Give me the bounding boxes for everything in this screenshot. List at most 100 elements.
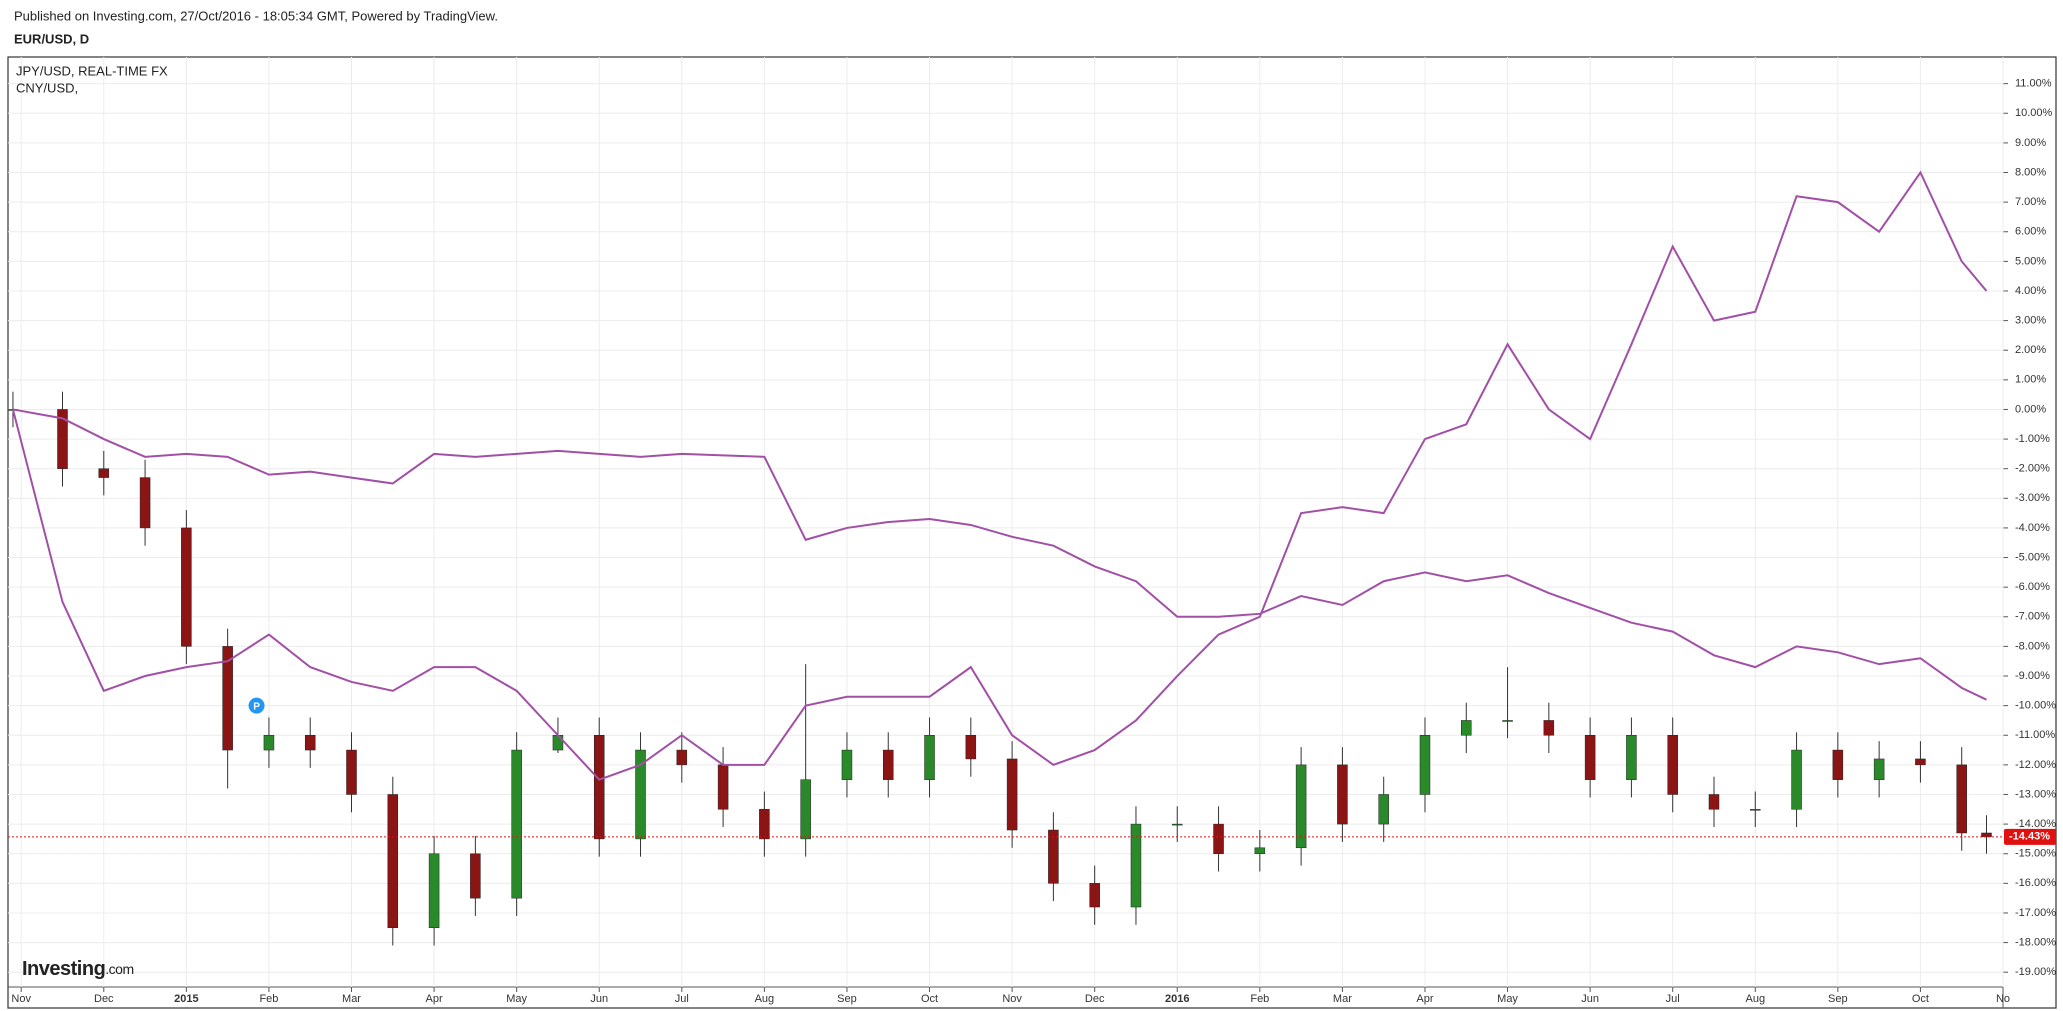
y-tick-label: -12.00% — [2015, 759, 2056, 771]
candle-body — [1254, 847, 1266, 854]
candle-body — [1626, 734, 1637, 780]
y-tick-label: 0.00% — [2015, 403, 2046, 415]
candle-body — [98, 468, 110, 478]
x-tick-label: Jun — [590, 993, 608, 1005]
candle-body — [1981, 832, 1992, 838]
y-tick-label: -9.00% — [2015, 670, 2050, 682]
line-series — [11, 170, 1988, 781]
candle-body — [1006, 758, 1018, 831]
candle-body — [57, 409, 68, 469]
candle-body — [1295, 764, 1307, 849]
y-tick-label: -15.00% — [2015, 848, 2056, 860]
candle-body — [1048, 829, 1059, 884]
x-tick-label: May — [1497, 993, 1518, 1005]
candle-body — [1130, 823, 1142, 908]
plot: 11.00% 10.00% 9.00% 8.00% 7.00% 6.00% 5.00% 4.0… — [7, 57, 2056, 1005]
y-tick-label: 4.00% — [2015, 285, 2046, 297]
x-tick-label: Sep — [837, 993, 857, 1005]
y-tick-label: -3.00% — [2015, 492, 2050, 504]
chart-frame — [7, 56, 2057, 1009]
candle-body — [717, 764, 729, 810]
candle-body — [1337, 764, 1348, 825]
y-tick-label: 3.00% — [2015, 315, 2046, 327]
candle-body — [676, 749, 688, 766]
x-tick-label: Apr — [1416, 993, 1433, 1005]
annotation-marker — [248, 697, 265, 714]
y-tick-label: -17.00% — [2015, 907, 2056, 919]
x-tick-label: Dec — [94, 993, 114, 1005]
candle-body — [552, 734, 564, 751]
candle-body — [1089, 883, 1100, 908]
y-tick-label: -2.00% — [2015, 463, 2050, 475]
y-tick-label: -16.00% — [2015, 877, 2056, 889]
candle-body — [759, 809, 770, 840]
candle-body — [882, 749, 894, 780]
annotation-label: P — [253, 701, 260, 712]
candle-body — [1584, 734, 1596, 780]
x-tick-label: Nov — [1002, 993, 1022, 1005]
y-tick-label: 9.00% — [2015, 137, 2046, 149]
x-tick-label: Oct — [921, 993, 938, 1005]
last-value-label: -14.43% — [2009, 831, 2050, 843]
candle-body — [181, 527, 192, 647]
x-tick-label: Sep — [1828, 993, 1848, 1005]
candle-body — [1502, 720, 1513, 722]
candle-body — [1461, 720, 1472, 736]
y-tick-label: -8.00% — [2015, 640, 2050, 652]
candle-body — [924, 734, 935, 780]
x-tick-label: 2015 — [174, 993, 198, 1005]
y-tick-label: 11.00% — [2015, 78, 2052, 90]
candle-body — [511, 749, 522, 899]
y-tick-label: -13.00% — [2015, 788, 2056, 800]
logo-brand: Investing — [22, 958, 105, 980]
candle-body — [800, 779, 811, 840]
x-tick-label: 2016 — [1165, 993, 1189, 1005]
x-tick-label: Nov — [11, 993, 31, 1005]
y-tick-label: -1.00% — [2015, 433, 2050, 445]
y-tick-label: 8.00% — [2015, 166, 2046, 178]
legend-entry: JPY/USD, REAL-TIME FX — [16, 63, 168, 78]
y-tick-label: 2.00% — [2015, 344, 2046, 356]
published-note: Published on Investing.com, 27/Oct/2016 … — [14, 8, 498, 23]
candle-body — [593, 734, 605, 840]
legend-entry: CNY/USD, — [16, 80, 78, 95]
candle-body — [139, 477, 151, 529]
x-tick-label: Apr — [426, 993, 443, 1005]
candle-body — [1750, 809, 1761, 811]
candle-body — [1543, 720, 1555, 736]
y-tick-label: -14.00% — [2015, 818, 2056, 830]
last-value-box — [2004, 828, 2056, 845]
y-tick-label: -19.00% — [2015, 966, 2056, 978]
x-tick-label: No — [1996, 993, 2010, 1005]
y-tick-label: 6.00% — [2015, 226, 2046, 238]
candle-body — [346, 749, 357, 795]
logo-suffix: .com — [105, 961, 133, 977]
y-tick-label: -11.00% — [2015, 729, 2055, 741]
candle-body — [222, 646, 233, 751]
x-tick-label: Feb — [259, 993, 278, 1005]
candle-body — [1915, 758, 1926, 766]
line-series — [12, 408, 1987, 701]
y-tick-label: -5.00% — [2015, 551, 2050, 563]
x-tick-label: Aug — [755, 993, 775, 1005]
candle-body — [470, 853, 481, 899]
y-tick-label: 1.00% — [2015, 374, 2046, 386]
y-tick-label: -7.00% — [2015, 611, 2050, 623]
candle-body — [1378, 794, 1389, 825]
symbol-title: EUR/USD, D — [14, 31, 89, 46]
candle-body — [635, 749, 646, 840]
logo: Investing.com — [22, 958, 134, 980]
candle-body — [1832, 749, 1844, 780]
x-tick-label: Jul — [1666, 993, 1680, 1005]
x-tick-label: Dec — [1085, 993, 1105, 1005]
candle-body — [428, 853, 440, 929]
candle-body — [1873, 758, 1885, 780]
candle-body — [387, 794, 399, 929]
x-tick-label: Feb — [1250, 993, 1269, 1005]
candle-body — [965, 734, 977, 760]
x-tick-label: May — [506, 993, 527, 1005]
y-tick-label: -18.00% — [2015, 936, 2056, 948]
y-tick-label: -6.00% — [2015, 581, 2050, 593]
